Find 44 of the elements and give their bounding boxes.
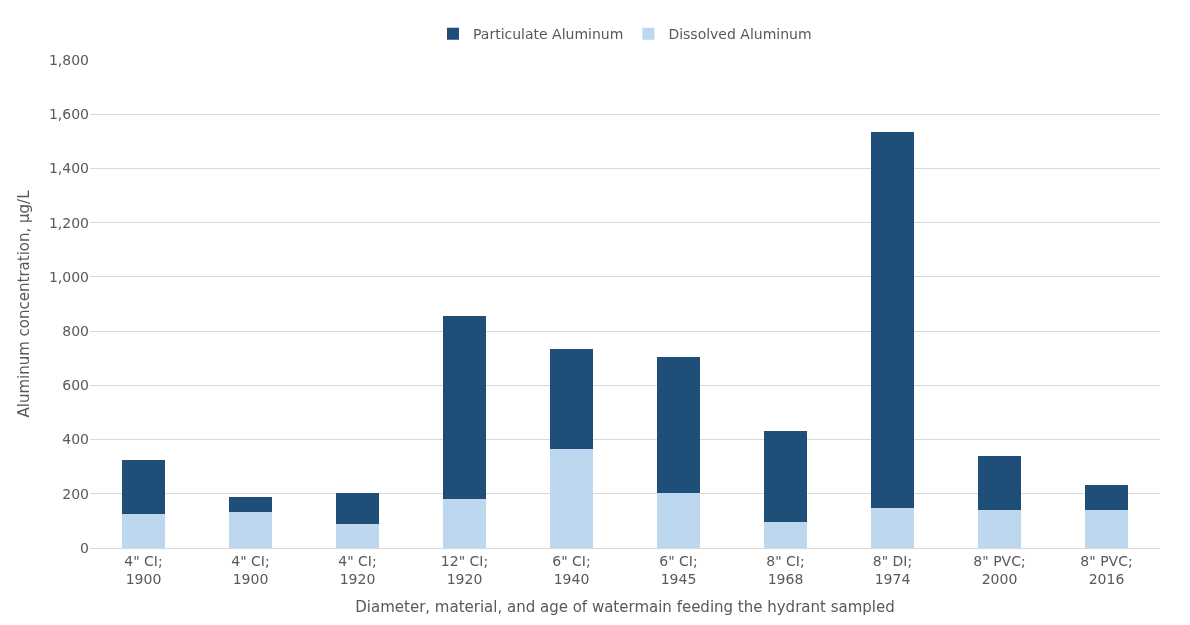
bar [657, 357, 700, 494]
bar [871, 131, 914, 508]
y-tick-label: 600 [62, 377, 89, 394]
bar [871, 507, 914, 548]
bar [122, 459, 165, 514]
bar [229, 496, 272, 512]
x-tick-label: 8" PVC; 2016 [1080, 552, 1133, 587]
y-tick-label: 1,600 [48, 106, 89, 123]
bar [978, 510, 1021, 548]
x-tick-label: 4" CI; 1900 [231, 552, 270, 587]
x-tick-label: 8" CI; 1968 [766, 552, 805, 587]
bar [443, 499, 486, 548]
y-tick-label: 200 [62, 485, 89, 502]
x-tick-label: 6" CI; 1940 [552, 552, 591, 587]
bar [122, 513, 165, 548]
bar [978, 455, 1021, 511]
x-tick-label: 4" CI; 1920 [338, 552, 377, 587]
bar [229, 511, 272, 548]
bar [336, 524, 379, 548]
bar [764, 522, 807, 548]
legend-label: Particulate Aluminum [473, 26, 624, 43]
y-tick-label: 1,000 [48, 268, 89, 285]
y-tick-label: 1,400 [48, 160, 89, 177]
x-tick-label: 8" PVC; 2000 [973, 552, 1026, 587]
x-tick-label: 12" CI; 1920 [440, 552, 489, 587]
bar [657, 493, 700, 548]
y-tick-label: 0 [80, 539, 89, 556]
bar [764, 430, 807, 523]
bar [550, 449, 593, 548]
bar [550, 349, 593, 450]
bar [1085, 485, 1128, 511]
x-tick-label: 4" CI; 1900 [124, 552, 163, 587]
x-axis-title: Diameter, material, and age of watermain feeding the hydrant sampled [355, 598, 895, 616]
bar [443, 316, 486, 500]
y-tick-label: 1,800 [48, 51, 89, 68]
bar [1085, 510, 1128, 548]
y-tick-label: 1,200 [48, 214, 89, 231]
x-tick-label: 6" CI; 1945 [659, 552, 698, 587]
bar [336, 492, 379, 525]
y-axis-title: Aluminum concentration, µg/L [15, 189, 34, 418]
y-tick-label: 400 [62, 431, 89, 448]
y-tick-label: 800 [62, 323, 89, 340]
x-tick-label: 8" DI; 1974 [872, 552, 913, 587]
legend-label: Dissolved Aluminum [668, 26, 812, 43]
